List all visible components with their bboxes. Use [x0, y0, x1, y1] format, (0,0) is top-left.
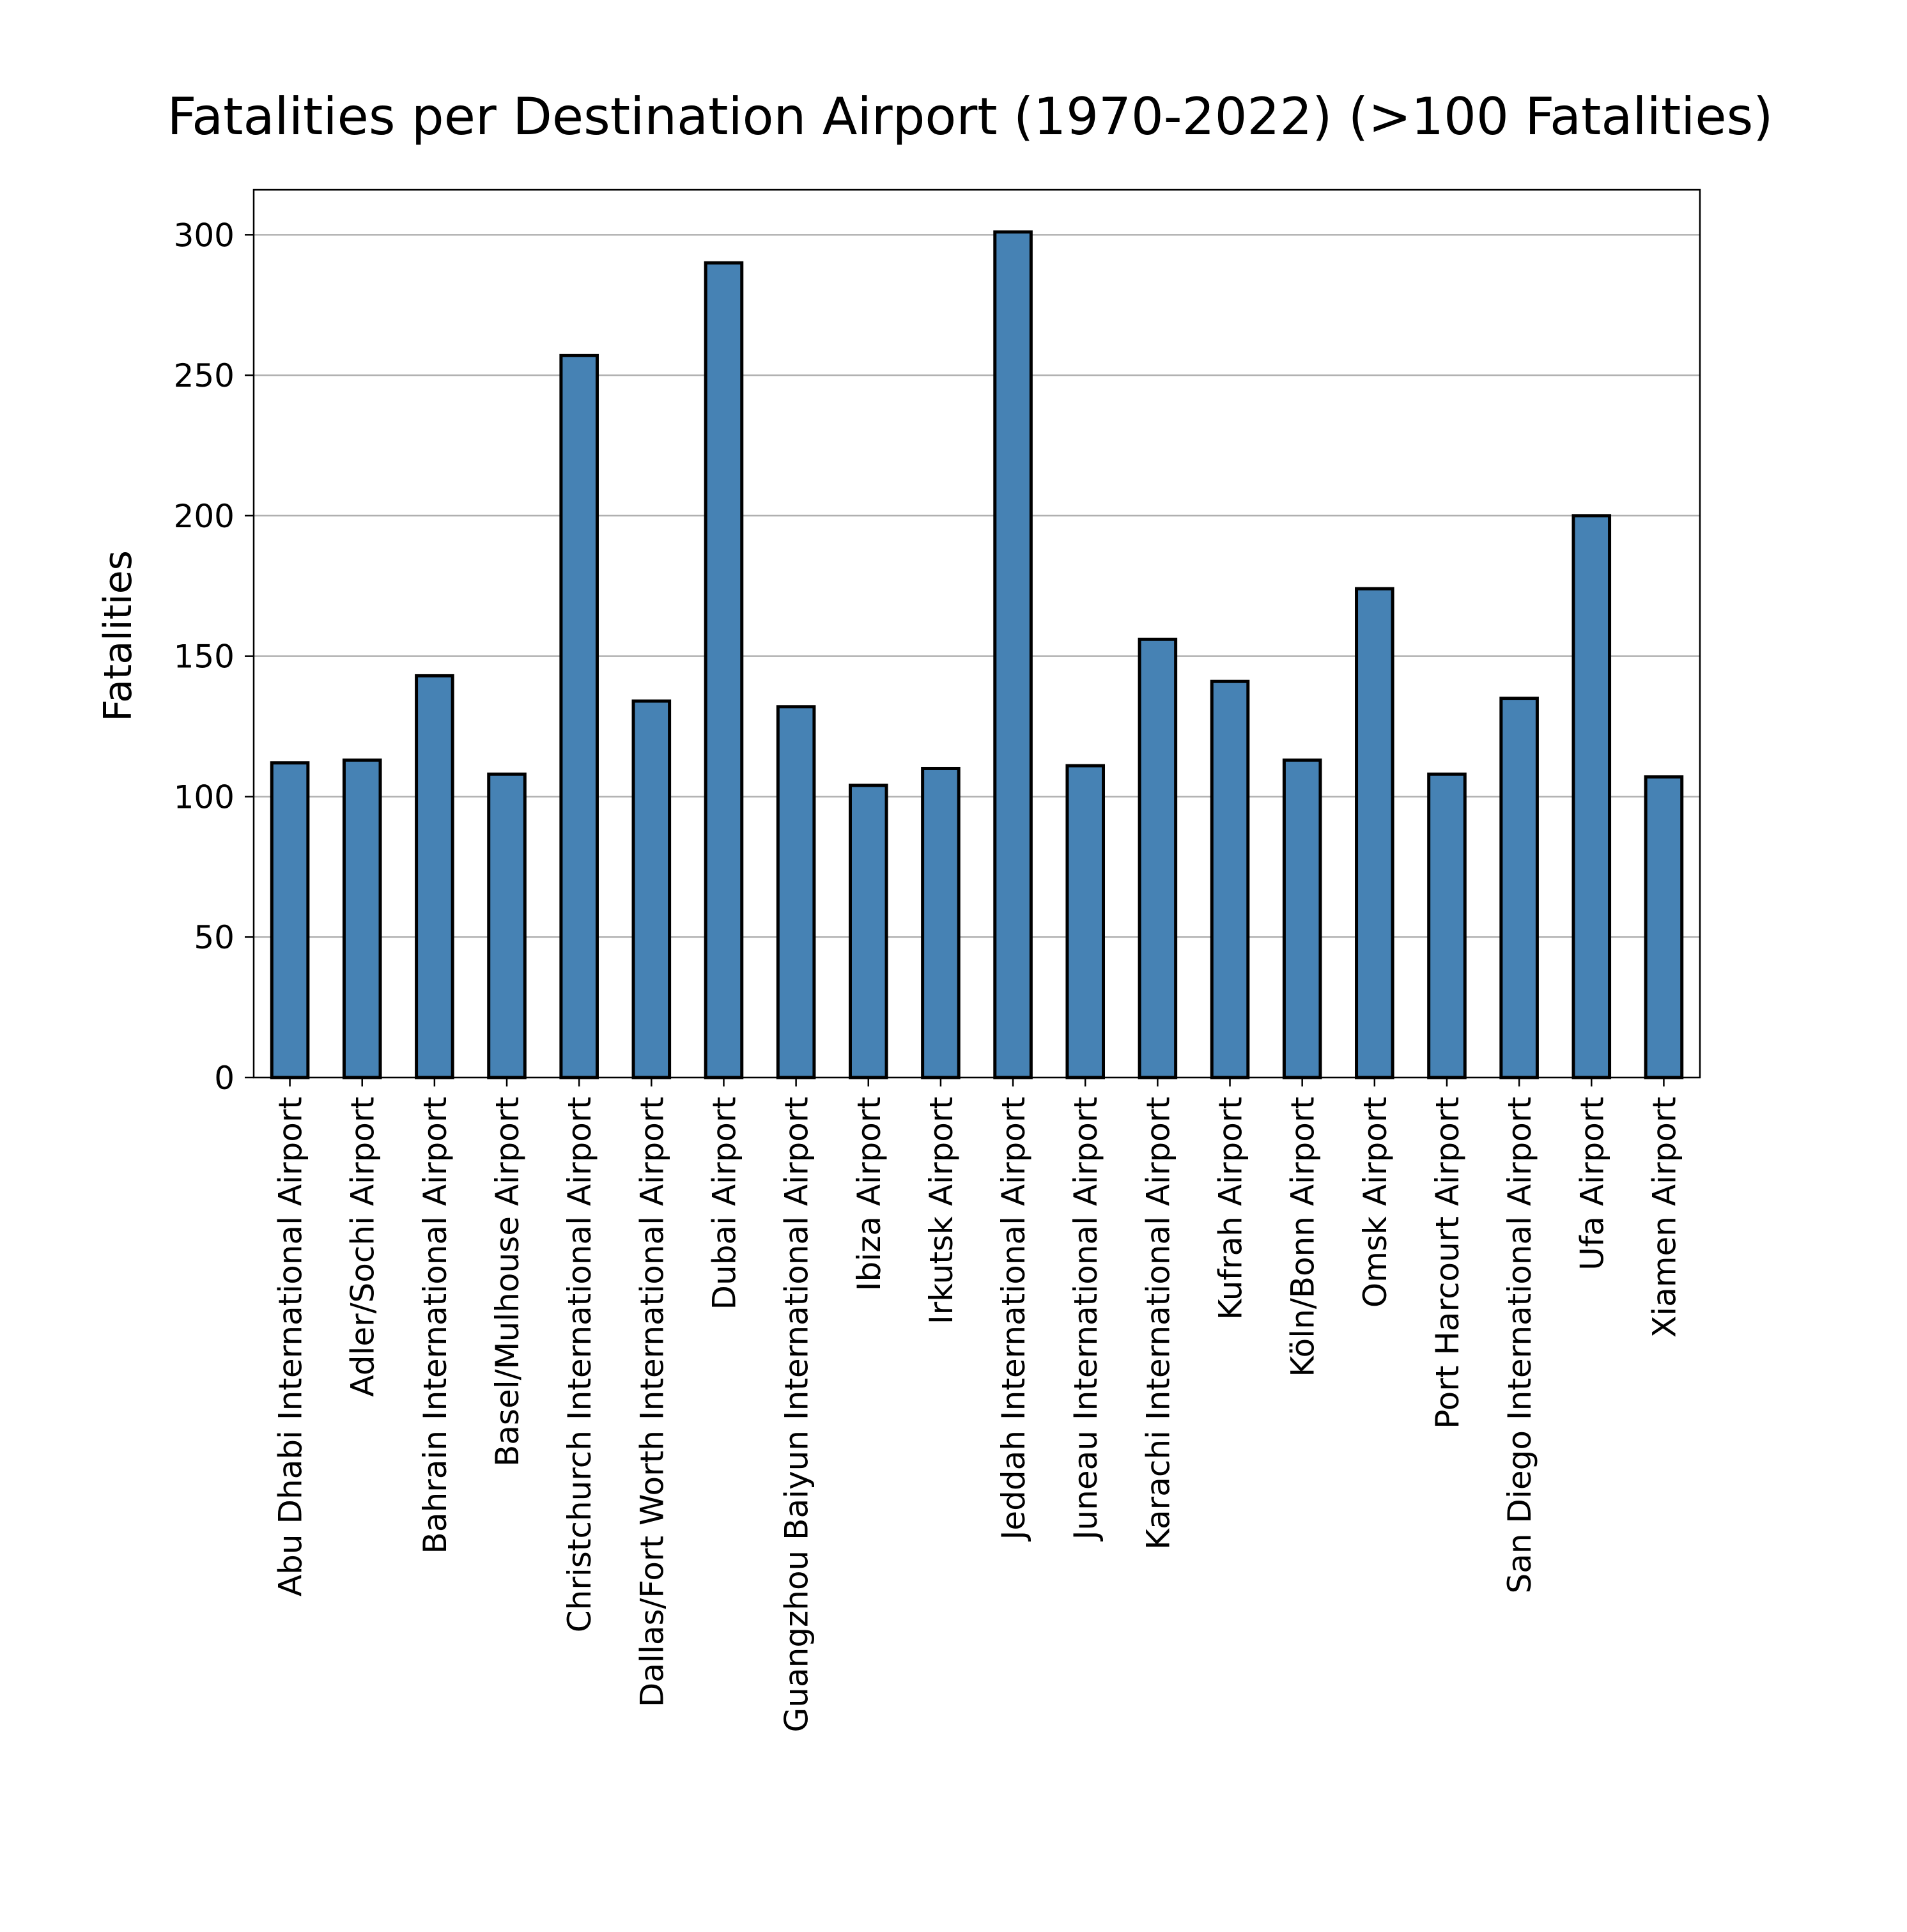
x-tick-label: Xiamen Airport — [1646, 1097, 1683, 1338]
grid-lines — [254, 234, 1700, 1079]
x-tick-label: Irkutsk Airport — [923, 1097, 960, 1324]
bar — [1282, 758, 1322, 1079]
bar — [559, 353, 599, 1079]
x-tick-label: Port Harcourt Airport — [1429, 1097, 1466, 1429]
bar — [848, 784, 888, 1079]
chart-title: Fatalities per Destination Airport (1970… — [167, 87, 1773, 146]
bar — [1210, 679, 1250, 1079]
bars — [270, 230, 1684, 1079]
y-tick-label: 300 — [174, 217, 235, 254]
bar — [270, 761, 310, 1079]
bar — [1427, 772, 1467, 1079]
bar — [704, 261, 744, 1079]
x-tick-label: Ibiza Airport — [851, 1097, 888, 1291]
x-tick-label: San Diego International Airport — [1501, 1097, 1538, 1594]
plot-frame — [252, 189, 1701, 1079]
y-tick-label: 200 — [174, 498, 235, 535]
bar — [776, 705, 816, 1079]
x-tick-label: Bahrain International Airport — [417, 1097, 454, 1554]
bar — [1571, 514, 1612, 1079]
bar — [1644, 775, 1684, 1079]
bar — [342, 758, 382, 1079]
y-tick-label: 150 — [174, 638, 235, 676]
x-tick-label: Kufrah Airport — [1212, 1097, 1249, 1320]
x-tick-label: Ufa Airport — [1573, 1097, 1610, 1271]
bar — [1499, 697, 1539, 1079]
x-tick-label: Dallas/Fort Worth International Airport — [633, 1097, 670, 1707]
x-tick-label: Jeddah International Airport — [995, 1097, 1032, 1542]
bar — [631, 699, 672, 1079]
y-tick-label: 250 — [174, 357, 235, 394]
x-axis-ticks: Abu Dhabi International Airport Adler/Soc… — [272, 1078, 1683, 1732]
bar — [921, 766, 961, 1079]
x-tick-label: Basel/Mulhouse Airport — [489, 1097, 526, 1467]
x-tick-label: Köln/Bonn Airport — [1285, 1097, 1322, 1377]
y-axis-label: Fatalities — [96, 550, 141, 722]
y-tick-label: 100 — [174, 778, 235, 815]
x-tick-label: Juneau International Airport — [1067, 1097, 1104, 1542]
x-tick-label: Adler/Sochi Airport — [344, 1097, 382, 1397]
y-tick-label: 50 — [194, 919, 235, 956]
x-tick-label: Christchurch International Airport — [561, 1097, 598, 1632]
x-tick-label: Dubai Airport — [706, 1097, 743, 1310]
x-tick-label: Karachi International Airport — [1139, 1097, 1177, 1550]
bar — [1065, 764, 1106, 1079]
bar — [993, 230, 1033, 1079]
bar — [415, 674, 454, 1079]
bar — [1138, 637, 1178, 1079]
y-axis-ticks: 0 50 100 150 200 250 300 — [174, 217, 254, 1097]
bar — [1355, 587, 1394, 1079]
y-tick-label: 0 — [214, 1060, 235, 1097]
bar — [487, 772, 527, 1079]
x-tick-label: Guangzhou Baiyun International Airport — [778, 1097, 815, 1732]
x-tick-label: Abu Dhabi International Airport — [272, 1097, 309, 1596]
x-tick-label: Omsk Airport — [1357, 1097, 1394, 1308]
